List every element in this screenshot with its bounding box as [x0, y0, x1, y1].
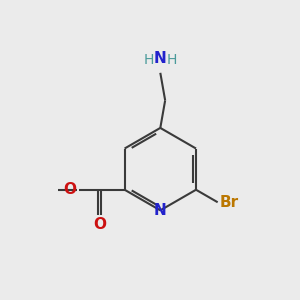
Text: H: H — [166, 53, 177, 67]
Text: O: O — [93, 217, 106, 232]
Text: N: N — [154, 203, 167, 218]
Text: O: O — [64, 182, 76, 197]
Text: N: N — [154, 51, 167, 66]
Text: H: H — [144, 53, 154, 67]
Text: Br: Br — [219, 195, 238, 210]
